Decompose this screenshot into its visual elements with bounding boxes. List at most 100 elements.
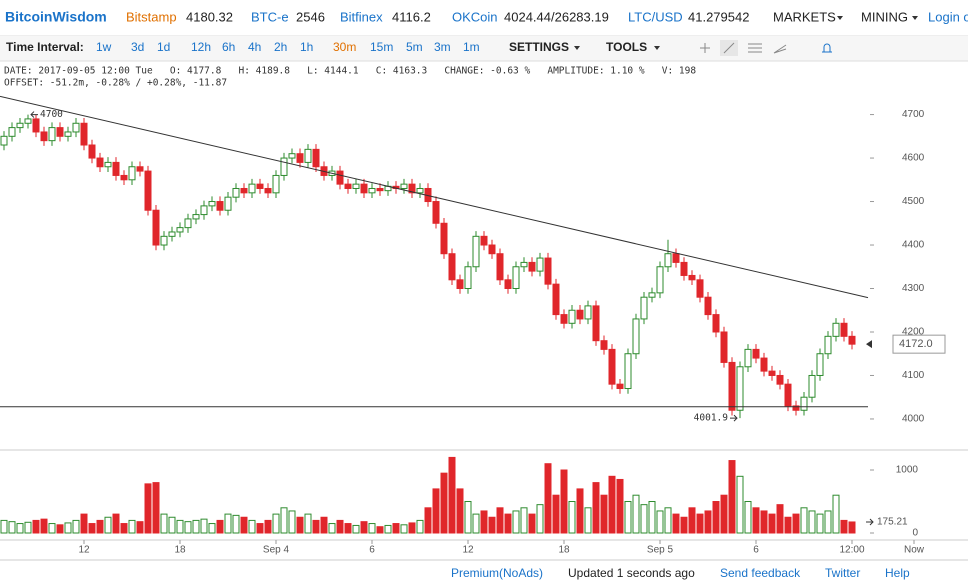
candle-body — [632, 318, 640, 355]
interval-button[interactable]: 3m — [434, 40, 451, 54]
volume-bar — [488, 516, 496, 534]
volume-bar — [656, 510, 664, 534]
login-link[interactable]: Login o — [928, 9, 968, 24]
volume-bar — [240, 516, 248, 534]
candle-body — [288, 153, 296, 159]
candle-body — [48, 127, 56, 142]
interval-button[interactable]: 12h — [191, 40, 211, 54]
x-tick-label: 12 — [462, 545, 474, 556]
candle-body — [304, 148, 312, 163]
brand[interactable]: BitcoinWisdom — [5, 9, 107, 25]
menu[interactable]: MINING — [861, 9, 908, 24]
volume-bar — [248, 519, 256, 534]
volume-bar — [704, 510, 712, 534]
volume-bar — [568, 501, 576, 534]
candle-body — [360, 183, 368, 194]
interval-button[interactable]: 6h — [222, 40, 235, 54]
candle-body — [32, 118, 40, 133]
candle-body — [344, 183, 352, 189]
draw-tools[interactable] — [700, 40, 832, 56]
footer-link[interactable]: Premium(NoAds) — [451, 566, 543, 580]
candle-body — [592, 305, 600, 342]
interval-button[interactable]: 2h — [274, 40, 287, 54]
exchange-link[interactable]: Bitstamp — [126, 9, 177, 24]
volume-bar — [80, 513, 88, 534]
volume-bar — [816, 513, 824, 534]
exchange-link[interactable]: BTC-e — [251, 9, 289, 24]
caret — [654, 46, 660, 50]
interval-button[interactable]: 15m — [370, 40, 393, 54]
tool-line[interactable] — [723, 42, 735, 54]
candle-body — [208, 201, 216, 207]
volume-bar — [32, 519, 40, 534]
volume-bar — [216, 519, 224, 534]
x-tick-label: Now — [904, 545, 925, 556]
interval-button[interactable]: 1m — [463, 40, 480, 54]
volume-bar — [112, 513, 120, 534]
footer-link[interactable]: Send feedback — [720, 566, 801, 580]
interval-button[interactable]: 1w — [96, 40, 112, 54]
interval-button[interactable]: 30m — [333, 40, 356, 54]
candle-body — [480, 235, 488, 246]
volume-bar — [616, 478, 624, 534]
volume-bar — [400, 524, 408, 534]
tool-hlines[interactable] — [748, 43, 762, 53]
info-line: DATE: 2017-09-05 12:00 Tue O: 4177.8 H: … — [4, 66, 696, 77]
interval-button[interactable]: 4h — [248, 40, 261, 54]
volume-bar — [784, 516, 792, 534]
candle-body — [192, 214, 200, 220]
candle-body — [16, 122, 24, 129]
volume-bar — [664, 507, 672, 534]
interval-button[interactable]: 5m — [406, 40, 423, 54]
volume-bar — [312, 519, 320, 534]
candle-body — [24, 118, 32, 124]
candle-body — [432, 201, 440, 224]
candle-body — [72, 122, 80, 133]
candle-body — [624, 353, 632, 390]
volume-bar — [776, 504, 784, 534]
menu[interactable]: MARKETS — [773, 9, 836, 24]
volume-bar — [392, 523, 400, 534]
volume-bar — [72, 519, 80, 534]
volume-bar — [744, 501, 752, 534]
candle-body — [264, 187, 272, 194]
footer-link[interactable]: Twitter — [825, 566, 860, 580]
candle-body — [256, 183, 264, 189]
exchange-price: 41.279542 — [688, 9, 749, 24]
tool-fan[interactable] — [773, 44, 787, 54]
candle-body — [120, 174, 128, 181]
settings-menu[interactable]: SETTINGS — [509, 40, 569, 54]
volume-bar — [360, 521, 368, 534]
y-tick-label: 4000 — [902, 414, 925, 425]
interval-button[interactable]: 1d — [157, 40, 170, 54]
volume-bar — [288, 510, 296, 534]
candle-body — [488, 244, 496, 255]
candle-body — [696, 279, 704, 298]
volume-bar — [16, 523, 24, 534]
volume-bar — [456, 488, 464, 534]
candle-body — [376, 187, 384, 192]
candle-body — [648, 292, 656, 298]
footer-link[interactable]: Help — [885, 566, 910, 580]
tools-menu[interactable]: TOOLS — [606, 40, 647, 54]
volume-bar — [728, 460, 736, 534]
exchange-link[interactable]: Bitfinex — [340, 9, 383, 24]
candle-body — [840, 322, 848, 337]
volume-bar — [768, 513, 776, 534]
exchange-link[interactable]: OKCoin — [452, 9, 498, 24]
candle-body — [712, 314, 720, 333]
volume-bar — [56, 524, 64, 534]
exchange-link[interactable]: LTC/USD — [628, 9, 683, 24]
interval-button[interactable]: 3d — [131, 40, 144, 54]
x-tick-label: Sep 4 — [263, 545, 290, 556]
volume-bar — [840, 519, 848, 534]
caret — [574, 46, 580, 50]
interval-button[interactable]: 1h — [300, 40, 313, 54]
volume-bar — [448, 456, 456, 534]
volume-bar — [440, 472, 448, 534]
volume-bar — [800, 507, 808, 534]
tool-cross[interactable] — [700, 43, 710, 53]
volume-bar — [552, 494, 560, 534]
volume-bar — [144, 483, 152, 534]
tool-alert[interactable] — [822, 43, 832, 53]
